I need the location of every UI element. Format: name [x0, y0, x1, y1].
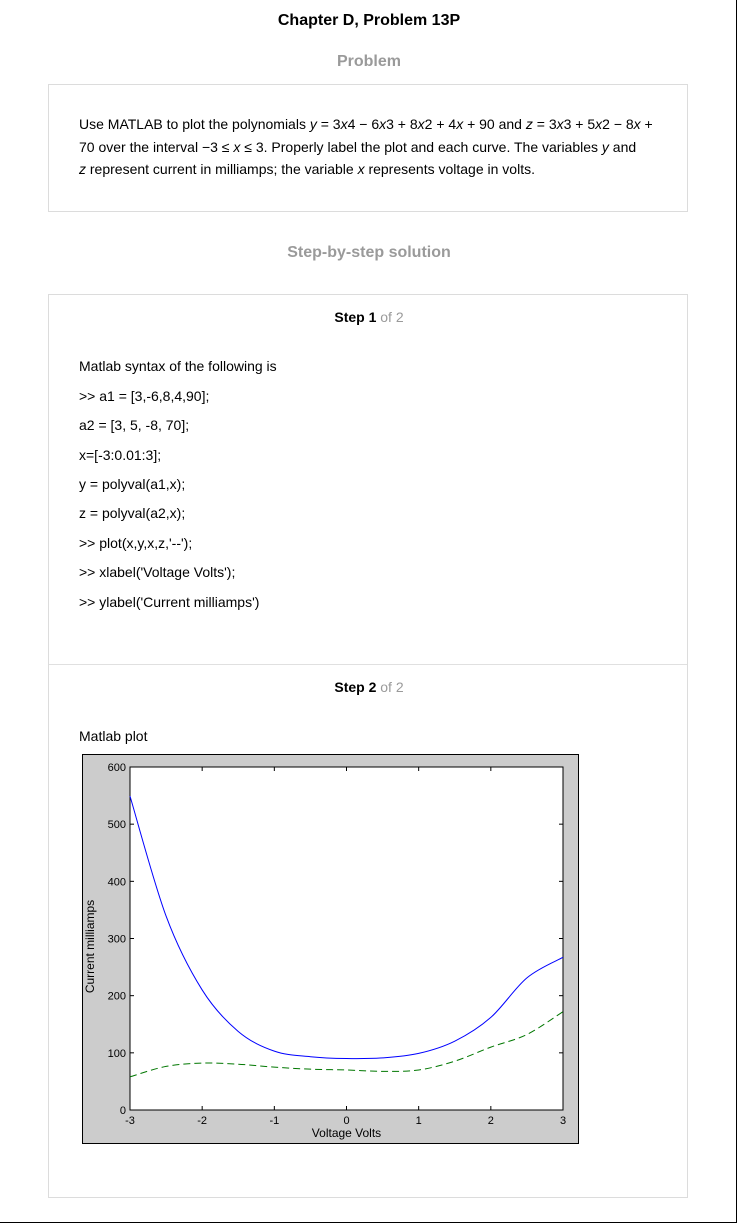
problem-text-span: = 3 — [532, 116, 557, 132]
problem-text-span: 2 − 8 — [602, 116, 634, 132]
solution-heading: Step-by-step solution — [287, 244, 451, 261]
series-y-line — [129, 796, 564, 1060]
code-line: >> plot(x,y,x,z,'--'); — [79, 535, 193, 551]
x-tick-label: 0 — [343, 1115, 349, 1127]
step-2-word: Step 2 — [334, 679, 377, 695]
problem-text-span: and — [608, 138, 637, 155]
series-group — [129, 796, 564, 1078]
y-tick-label: 300 — [108, 934, 126, 946]
variable: x — [633, 116, 641, 132]
problem-line-1: Use MATLAB to plot the polynomials y = 3… — [79, 113, 664, 136]
y-tick-label: 400 — [108, 876, 126, 888]
problem-text-span: 3 + 5 — [563, 116, 596, 132]
code-line: a2 = [3, 5, -8, 70]; — [79, 417, 190, 433]
step-1-word: Step 1 — [334, 309, 377, 325]
step-1-title: Step 1 of 2 — [49, 309, 689, 325]
problem-text: Use MATLAB to plot the polynomials y = 3… — [79, 113, 664, 181]
problem-text-span: represent current in milliamps; the vari… — [86, 161, 358, 177]
variable: x — [340, 116, 348, 132]
x-tick-label: 1 — [416, 1115, 422, 1127]
problem-heading: Problem — [336, 53, 401, 70]
y-tick-label: 0 — [120, 1105, 126, 1117]
variable: y — [601, 138, 609, 155]
plot-caption: Matlab plot — [79, 728, 148, 744]
problem-text-span: Use MATLAB to plot the polynomials — [79, 116, 310, 132]
variable: x — [357, 161, 365, 177]
code-line: y = polyval(a1,x); — [79, 476, 186, 492]
problem-text-span: + 90 and — [463, 116, 526, 132]
code-line: >> ylabel('Current milliamps') — [79, 594, 260, 610]
problem-text-span: 2 + 4 — [424, 116, 457, 132]
problem-text-span: 70 over the interval −3 ≤ — [79, 138, 234, 155]
x-tick-label: 2 — [488, 1115, 494, 1127]
problem-text-span: + — [640, 116, 653, 132]
y-tick-label: 200 — [108, 991, 126, 1003]
y-tick-label: 500 — [108, 819, 126, 831]
plot-area — [129, 766, 564, 1111]
step-2-of: of 2 — [376, 679, 404, 695]
y-tick-label: 100 — [108, 1048, 126, 1060]
code-line: >> xlabel('Voltage Volts'); — [79, 564, 236, 580]
step-divider — [49, 664, 687, 665]
variable: x — [456, 116, 464, 132]
step-1-line: Matlab syntax of the following is — [79, 358, 277, 374]
y-tick-label: 600 — [108, 762, 126, 774]
x-tick-label: -1 — [269, 1115, 279, 1127]
x-tick-label: -2 — [197, 1115, 207, 1127]
step-2-title: Step 2 of 2 — [49, 679, 689, 695]
variable: x — [556, 116, 564, 132]
variable: x — [379, 116, 387, 132]
line-chart: -3 -2 -1 0 1 2 3 0 100 200 300 400 500 600 Voltage Vo… — [83, 762, 566, 1140]
matlab-figure: -3 -2 -1 0 1 2 3 0 100 200 300 400 500 600 Voltage Vo… — [82, 754, 579, 1144]
problem-text-span: represents voltage in volts. — [364, 161, 535, 177]
y-axis-label: Current milliamps — [83, 900, 97, 993]
variable: x — [417, 116, 425, 132]
problem-line-3: z represent current in milliamps; the va… — [79, 158, 664, 181]
x-tick-label: -3 — [125, 1115, 135, 1127]
step-1-of: of 2 — [376, 309, 404, 325]
variable: x — [595, 116, 603, 132]
solution-card: Step 1 of 2 Matlab syntax of the followi… — [48, 294, 688, 1198]
variable: z — [525, 116, 533, 132]
code-line: x=[-3:0.01:3]; — [79, 447, 162, 463]
problem-text-span: ≤ 3. Properly label the plot and each cu… — [240, 138, 602, 155]
code-line: >> a1 = [3,-6,8,4,90]; — [79, 388, 210, 404]
variable: x — [233, 138, 241, 155]
x-axis-label: Voltage Volts — [312, 1126, 381, 1140]
x-tick-label: 3 — [560, 1115, 566, 1127]
variable: y — [309, 116, 317, 132]
code-line: z = polyval(a2,x); — [79, 505, 186, 521]
page-title: Chapter D, Problem 13P — [277, 12, 461, 29]
variable: z — [79, 161, 86, 177]
problem-text-span: 4 − 6 — [347, 116, 380, 132]
problem-text-span: = 3 — [316, 116, 341, 132]
problem-line-2: 70 over the interval −3 ≤ x ≤ 3. Properl… — [79, 136, 664, 159]
series-z-line — [129, 1011, 564, 1078]
problem-text-span: 3 + 8 — [386, 116, 418, 132]
problem-card: Use MATLAB to plot the polynomials y = 3… — [48, 84, 688, 212]
tick-group: -3 -2 -1 0 1 2 3 0 100 200 300 400 500 600 — [108, 762, 566, 1127]
